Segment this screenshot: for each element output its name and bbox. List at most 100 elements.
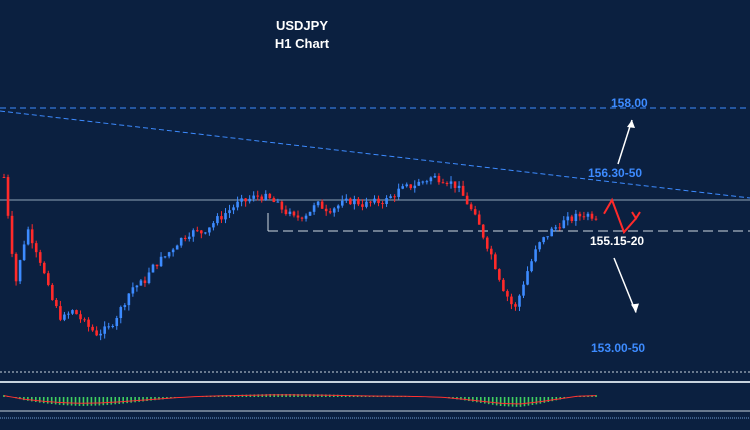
candle-body: [421, 181, 425, 183]
candle-body: [248, 198, 251, 202]
candle-body: [550, 228, 554, 237]
candle-body: [135, 285, 139, 288]
candle-body: [34, 243, 38, 253]
candle-body: [284, 209, 288, 215]
candle-body: [465, 195, 469, 205]
candle-body: [26, 229, 30, 245]
candle-body: [328, 211, 332, 213]
candle-body: [574, 213, 578, 222]
candle-body: [212, 223, 215, 228]
candle-body: [71, 310, 74, 314]
candle-body: [268, 193, 272, 199]
candle-body: [393, 196, 396, 198]
candle-body: [340, 200, 344, 206]
candle-body: [159, 256, 163, 267]
projection-path: [603, 119, 641, 313]
candle-body: [38, 252, 42, 263]
candle-body: [63, 314, 66, 320]
candle-body: [171, 249, 175, 253]
candle-body: [449, 181, 453, 184]
candle-body: [332, 208, 336, 213]
oscillator-panel: [3, 394, 597, 407]
candle-body: [252, 195, 255, 199]
candle-body: [143, 280, 147, 284]
candle-body: [316, 201, 320, 206]
candle-body: [526, 271, 529, 285]
candle-body: [300, 217, 304, 219]
candle-body: [570, 216, 574, 222]
candle-body: [445, 182, 449, 184]
candle-body: [191, 230, 195, 237]
candle-body: [389, 196, 392, 199]
candle-body: [127, 293, 131, 306]
candle-body: [385, 198, 388, 205]
candle-body: [175, 245, 179, 250]
candle-body: [155, 264, 159, 267]
candle-body: [542, 237, 545, 243]
candle-body: [481, 224, 485, 238]
candle-body: [365, 201, 368, 207]
candle-body: [534, 249, 537, 262]
candle-body: [498, 269, 501, 280]
candle-body: [502, 279, 505, 292]
candle-body: [469, 204, 473, 210]
projection-zigzag: [603, 197, 637, 235]
candle-body: [373, 198, 376, 203]
candle-body: [151, 264, 155, 273]
candle-body: [6, 177, 10, 216]
candle-body: [22, 244, 26, 261]
candle-body: [485, 237, 489, 249]
candle-series: [2, 173, 598, 341]
candle-body: [220, 216, 223, 220]
level-label-158: 158.00: [611, 96, 648, 110]
candle-body: [437, 175, 441, 183]
candle-body: [336, 205, 340, 209]
candle-body: [546, 236, 549, 238]
candle-body: [224, 213, 227, 220]
candle-body: [79, 314, 82, 320]
candle-body: [558, 227, 562, 229]
candle-body: [582, 216, 586, 218]
candle-body: [441, 182, 445, 184]
candle-body: [75, 310, 78, 315]
candle-body: [425, 181, 429, 183]
candle-body: [494, 254, 497, 270]
candle-body: [147, 272, 151, 284]
candle-body: [216, 216, 219, 224]
candle-body: [87, 319, 90, 327]
candle-body: [357, 198, 360, 205]
candle-body: [236, 201, 239, 208]
candle-body: [288, 211, 292, 215]
trendline-resistance: [0, 110, 750, 199]
candle-body: [91, 326, 94, 331]
candle-body: [111, 325, 115, 327]
candle-body: [586, 213, 590, 217]
candle-body: [361, 204, 364, 207]
candle-body: [115, 318, 119, 326]
candle-body: [417, 181, 421, 186]
candle-body: [594, 218, 598, 220]
candle-body: [413, 185, 417, 189]
candle-body: [566, 216, 570, 221]
candle-body: [381, 203, 384, 205]
candle-body: [349, 198, 352, 205]
candle-body: [51, 284, 54, 300]
candle-body: [429, 177, 433, 182]
candle-body: [353, 198, 356, 205]
candle-body: [538, 242, 541, 250]
candle-body: [308, 211, 312, 216]
projection-arrowhead: [631, 211, 641, 221]
candle-body: [312, 205, 316, 212]
candle-body: [14, 253, 18, 282]
candle-body: [304, 215, 308, 219]
candle-body: [123, 305, 127, 308]
candle-body: [18, 260, 22, 282]
candle-body: [42, 262, 46, 274]
candle-body: [280, 201, 284, 210]
candle-body: [514, 304, 517, 307]
candle-body: [369, 201, 372, 203]
candle-body: [530, 261, 533, 272]
candle-body: [107, 326, 111, 328]
candle-body: [461, 185, 465, 196]
